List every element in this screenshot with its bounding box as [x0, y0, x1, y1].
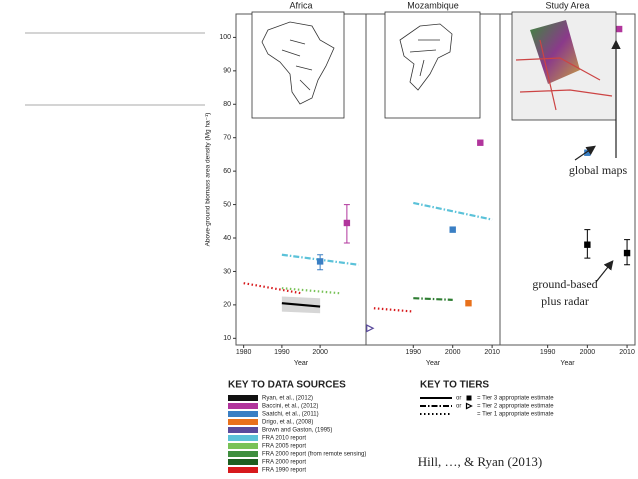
series-line: [281, 302, 321, 308]
y-tick-label: 40: [223, 235, 231, 242]
legend-swatch: [228, 403, 258, 409]
series-line: [281, 287, 340, 295]
citation: Hill, …, & Ryan (2013): [418, 454, 542, 469]
legend-connector: or: [456, 404, 461, 410]
x-axis-label: Year: [294, 360, 309, 367]
marker: [623, 249, 631, 257]
x-tick-label: 2010: [484, 349, 500, 356]
y-tick-label: 100: [219, 34, 231, 41]
legend-connector: or: [456, 396, 461, 402]
x-tick-label: 2000: [445, 349, 461, 356]
marker: [584, 241, 591, 248]
y-tick-label: 70: [223, 135, 231, 142]
legend-label: Drigo, et al., (2008): [262, 420, 313, 426]
legend-label: Baccini, et al., (2012): [262, 404, 318, 410]
marker: [466, 395, 472, 401]
x-tick-label: 2010: [619, 349, 635, 356]
legend-label: Saatchi, et al., (2011): [262, 412, 319, 418]
y-tick-label: 30: [223, 268, 231, 275]
marker: [366, 324, 375, 333]
legend-label: FRA 2000 report (from remote sensing): [262, 452, 366, 458]
marker: [615, 25, 623, 33]
x-tick-label: 1980: [236, 349, 252, 356]
annotation: ground-based: [532, 277, 597, 291]
legend-swatch: [228, 427, 258, 433]
series-line: [243, 282, 302, 295]
legend-swatch: [228, 419, 258, 425]
marker: [316, 258, 324, 265]
y-tick-label: 90: [223, 68, 231, 75]
map-inset: [251, 11, 617, 121]
x-axis-label: Year: [560, 360, 575, 367]
y-tick-label: 50: [223, 201, 231, 208]
legend-swatch: [228, 451, 258, 457]
legend-swatch: [228, 443, 258, 449]
legend-title: KEY TO DATA SOURCES: [228, 380, 346, 391]
marker: [465, 402, 473, 410]
panel-title: Africa: [289, 0, 312, 10]
series-line: [413, 297, 453, 301]
x-tick-label: 2000: [312, 349, 328, 356]
legend-label: FRA 2005 report: [262, 444, 306, 450]
legend-swatch: [228, 467, 258, 473]
y-tick-label: 60: [223, 168, 231, 175]
annotation: global maps: [569, 163, 628, 177]
annotation-arrows: [574, 39, 621, 283]
series-line: [373, 307, 414, 313]
legend-swatch: [228, 395, 258, 401]
legend-label: Ryan, et al., (2012): [262, 396, 313, 402]
legend-label: = Tier 2 appropriate estimate: [477, 404, 554, 410]
marker: [449, 226, 456, 233]
series-line: [413, 201, 493, 221]
x-tick-label: 1990: [274, 349, 290, 356]
panel-title: Study Area: [545, 0, 589, 10]
x-axis-label: Year: [426, 360, 441, 367]
y-tick-label: 20: [223, 302, 231, 309]
y-tick-label: 80: [223, 101, 231, 108]
legend-label: Brown and Gaston, (1995): [262, 428, 332, 434]
legend-label: FRA 2010 report: [262, 436, 306, 442]
legend-swatch: [228, 459, 258, 465]
legend-label: = Tier 1 appropriate estimate: [477, 412, 554, 418]
marker: [343, 219, 351, 227]
x-tick-label: 1990: [406, 349, 422, 356]
annotation: plus radar: [541, 294, 589, 308]
y-axis-label: Above-ground biomass area density (Mg ha…: [205, 113, 212, 247]
x-tick-label: 1990: [540, 349, 556, 356]
legend-label: FRA 2000 report: [262, 460, 306, 466]
legend-swatch: [228, 435, 258, 441]
legend-label: FRA 1990 report: [262, 468, 306, 474]
panel-title: Mozambique: [407, 0, 459, 10]
legend-label: = Tier 3 appropriate estimate: [477, 396, 554, 402]
marker: [477, 139, 484, 146]
y-tick-label: 10: [223, 335, 231, 342]
legend-swatch: [228, 411, 258, 417]
marker: [465, 300, 472, 307]
legend-title: KEY TO TIERS: [420, 380, 489, 391]
x-tick-label: 2000: [580, 349, 596, 356]
